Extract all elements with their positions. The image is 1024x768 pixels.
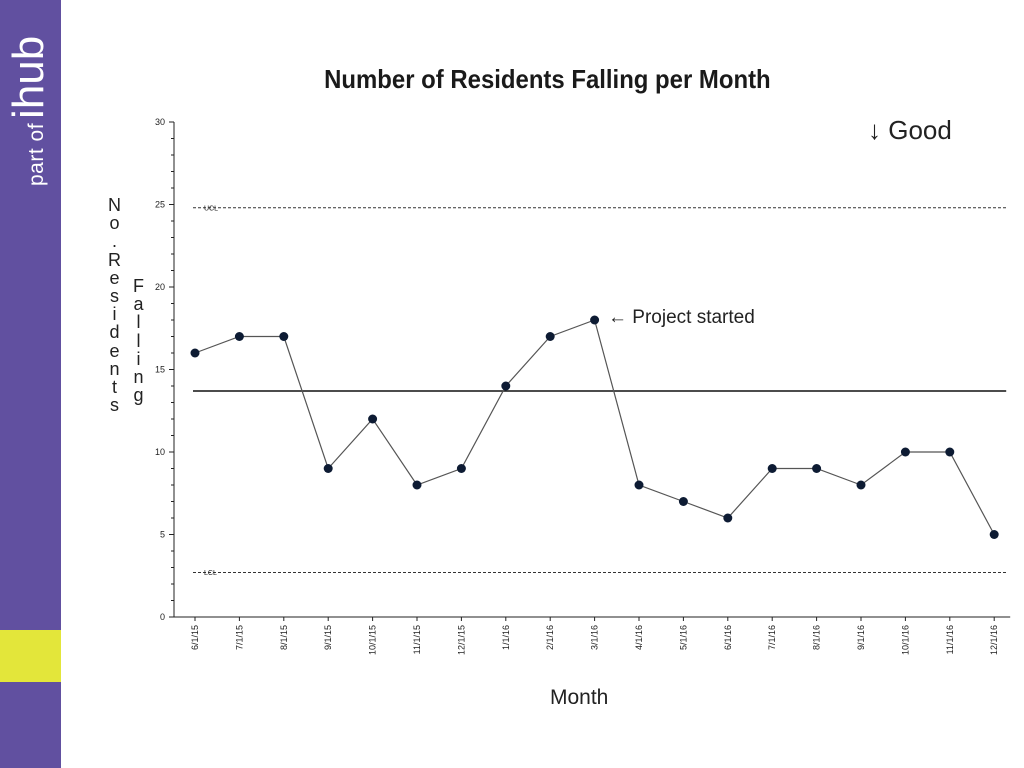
y-tick-label: 0 xyxy=(160,612,165,622)
data-point xyxy=(767,464,777,473)
y-axis-label-char: s xyxy=(110,285,119,306)
control-limit-label: LCL xyxy=(204,570,217,577)
y-axis-label-char: l xyxy=(136,330,141,351)
x-tick-label: 1/1/16 xyxy=(501,625,511,650)
y-axis-label-char: o xyxy=(109,213,120,234)
x-tick-label: 8/1/15 xyxy=(279,625,289,650)
data-point xyxy=(190,348,200,358)
project-started-annotation: ← Project started xyxy=(608,307,755,328)
chart-title: Number of Residents Falling per Month xyxy=(324,64,771,94)
data-point xyxy=(545,332,555,341)
data-point xyxy=(234,332,244,341)
y-axis-label-char: t xyxy=(111,376,117,397)
y-axis-label-char: s xyxy=(110,395,119,416)
good-direction-annotation: ↓ Good xyxy=(868,115,952,145)
x-tick-label: 2/1/16 xyxy=(545,625,555,650)
x-tick-label: 9/1/16 xyxy=(856,625,866,650)
data-point xyxy=(989,530,999,539)
x-axis-label: Month xyxy=(550,686,609,709)
y-axis-label-char: e xyxy=(109,267,120,288)
data-point xyxy=(368,414,378,424)
sidebar: part ofihub xyxy=(0,0,61,768)
data-point xyxy=(501,381,511,391)
y-axis-label-char: d xyxy=(109,322,120,343)
y-tick-label: 15 xyxy=(155,365,165,375)
x-tick-label: 5/1/16 xyxy=(678,625,688,650)
control-limit-label: UCL xyxy=(204,205,218,212)
y-tick-label: 20 xyxy=(155,282,165,292)
data-point xyxy=(856,480,866,490)
y-axis-label-char: n xyxy=(133,366,144,387)
y-axis-label-char: . xyxy=(111,231,117,252)
data-point xyxy=(678,497,688,506)
x-tick-label: 10/1/16 xyxy=(900,625,910,655)
x-tick-label: 10/1/15 xyxy=(368,625,378,655)
y-axis-label-char: e xyxy=(109,340,120,361)
data-point xyxy=(323,464,333,473)
y-tick-label: 30 xyxy=(155,117,165,127)
x-tick-label: 6/1/15 xyxy=(190,625,200,650)
data-point xyxy=(412,480,422,490)
series-line xyxy=(194,319,995,535)
data-point xyxy=(279,332,289,341)
y-axis-label-char: i xyxy=(112,304,117,325)
data-point xyxy=(812,464,822,473)
y-axis-label-char: N xyxy=(108,195,121,215)
x-tick-label: 12/1/16 xyxy=(989,625,999,655)
x-tick-label: 7/1/15 xyxy=(234,625,244,650)
x-tick-label: 9/1/15 xyxy=(323,625,333,650)
data-point xyxy=(590,315,600,325)
y-axis-label-char: F xyxy=(133,276,144,296)
x-tick-label: 4/1/16 xyxy=(634,625,644,650)
x-tick-label: 6/1/16 xyxy=(723,625,733,650)
y-axis-label-char: i xyxy=(136,348,141,369)
x-tick-label: 11/1/16 xyxy=(945,625,955,654)
data-point xyxy=(456,464,466,473)
data-point xyxy=(634,480,644,490)
y-axis-label-char: R xyxy=(108,249,121,270)
sidebar-accent-block xyxy=(0,630,61,682)
y-axis-label-char: a xyxy=(133,294,144,315)
x-tick-label: 3/1/16 xyxy=(590,625,600,650)
y-axis-label-char: n xyxy=(109,358,120,379)
x-tick-label: 11/1/15 xyxy=(412,625,422,654)
x-tick-label: 7/1/16 xyxy=(767,625,777,650)
data-point xyxy=(945,447,955,457)
y-tick-label: 10 xyxy=(155,447,165,457)
data-point xyxy=(723,513,733,523)
y-tick-label: 5 xyxy=(160,530,165,540)
y-axis-label-char: l xyxy=(136,312,141,333)
y-tick-label: 25 xyxy=(155,200,165,210)
y-axis-label-char: g xyxy=(133,385,144,406)
data-point xyxy=(900,447,910,457)
x-tick-label: 12/1/15 xyxy=(456,625,466,655)
x-tick-label: 8/1/16 xyxy=(812,625,822,650)
